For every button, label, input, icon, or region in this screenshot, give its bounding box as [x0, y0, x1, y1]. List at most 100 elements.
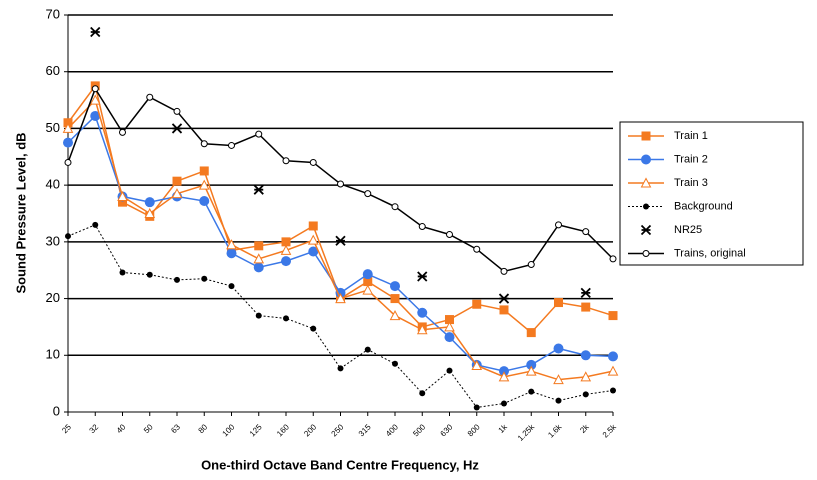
x-tick-label: 1.25k: [516, 422, 537, 443]
data-point: [446, 367, 453, 374]
data-point: [254, 241, 264, 251]
data-point: [335, 287, 346, 298]
data-point: [90, 110, 101, 121]
legend-label: Train 3: [674, 177, 708, 189]
data-point: [473, 404, 480, 411]
data-point: [117, 190, 128, 201]
legend-marker: [640, 224, 652, 236]
data-point: [526, 359, 537, 370]
data-point: [580, 350, 591, 361]
data-point: [281, 237, 291, 247]
data-point: [144, 207, 156, 218]
data-point: [417, 307, 428, 318]
x-tick-label: 500: [411, 422, 427, 438]
data-point: [171, 188, 183, 199]
data-point: [472, 299, 482, 309]
data-point: [308, 246, 319, 257]
data-point: [281, 256, 291, 267]
data-point: [444, 321, 455, 332]
data-point: [146, 93, 154, 101]
data-point: [499, 366, 509, 377]
data-point: [526, 328, 536, 338]
data-point: [199, 166, 209, 176]
legend-box: [619, 121, 804, 266]
data-point: [444, 332, 455, 343]
data-point: [63, 118, 73, 128]
x-tick-label: 1.6k: [546, 422, 564, 440]
data-point: [280, 244, 292, 255]
data-point: [282, 157, 290, 165]
data-point: [499, 305, 509, 315]
y-tick-label: 70: [46, 6, 60, 21]
legend-label: NR25: [674, 224, 702, 236]
x-tick-label: 63: [169, 422, 182, 435]
data-point: [198, 179, 210, 190]
x-tick-label: 800: [466, 422, 482, 438]
x-tick-label: 25: [60, 422, 73, 435]
data-point: [389, 310, 401, 321]
data-point: [582, 228, 590, 236]
data-point: [226, 239, 237, 250]
data-point: [608, 311, 618, 321]
data-point: [471, 359, 483, 370]
legend-label: Background: [674, 200, 733, 212]
data-point: [527, 261, 535, 269]
data-point: [445, 315, 454, 325]
legend-marker: [640, 177, 652, 188]
data-point: [580, 287, 591, 299]
data-point: [200, 140, 208, 148]
legend-marker: [642, 250, 650, 257]
data-point: [446, 230, 453, 238]
data-point: [283, 315, 289, 322]
data-point: [553, 374, 564, 385]
x-tick-label: 125: [248, 422, 264, 438]
x-axis-label: One-third Octave Band Centre Frequency, …: [201, 457, 479, 472]
data-point: [553, 343, 564, 354]
data-point: [201, 275, 208, 282]
series-line: [67, 87, 614, 273]
data-point: [118, 197, 127, 207]
data-point: [498, 293, 510, 304]
data-point: [416, 324, 428, 335]
data-point: [335, 235, 346, 246]
data-point: [390, 281, 400, 292]
x-tick-label: 1k: [497, 422, 510, 435]
x-tick-label: 80: [196, 422, 209, 435]
data-point: [498, 371, 510, 382]
x-tick-label: 630: [439, 422, 455, 438]
data-point: [65, 233, 71, 240]
data-point: [418, 223, 426, 231]
y-tick-label: 30: [46, 233, 60, 248]
y-tick-label: 50: [46, 120, 60, 135]
legend-marker: [641, 131, 651, 141]
data-point: [335, 293, 346, 304]
data-point: [174, 276, 180, 283]
data-point: [308, 221, 318, 231]
data-point: [63, 137, 73, 148]
x-tick-label: 200: [302, 422, 318, 438]
y-axis-label: Sound Pressure Level, dB: [13, 132, 28, 293]
data-point: [363, 277, 373, 287]
x-tick-label: 50: [142, 422, 155, 435]
data-point: [337, 365, 344, 372]
legend-label: Train 2: [674, 153, 708, 165]
data-point: [172, 176, 182, 186]
x-tick-label: 100: [221, 422, 237, 438]
data-point: [364, 346, 371, 353]
data-point: [364, 190, 372, 198]
data-point: [253, 262, 264, 273]
data-point: [253, 253, 265, 264]
x-tick-label: 40: [115, 422, 128, 435]
legend-label: Trains, original: [674, 247, 746, 259]
data-point: [62, 122, 74, 133]
data-point: [580, 371, 592, 382]
data-point: [199, 196, 210, 207]
data-point: [554, 298, 563, 308]
data-point: [417, 271, 428, 282]
data-point: [528, 388, 535, 395]
data-point: [473, 245, 481, 253]
data-point: [228, 141, 235, 149]
legend-marker: [643, 203, 649, 210]
data-point: [171, 123, 183, 134]
